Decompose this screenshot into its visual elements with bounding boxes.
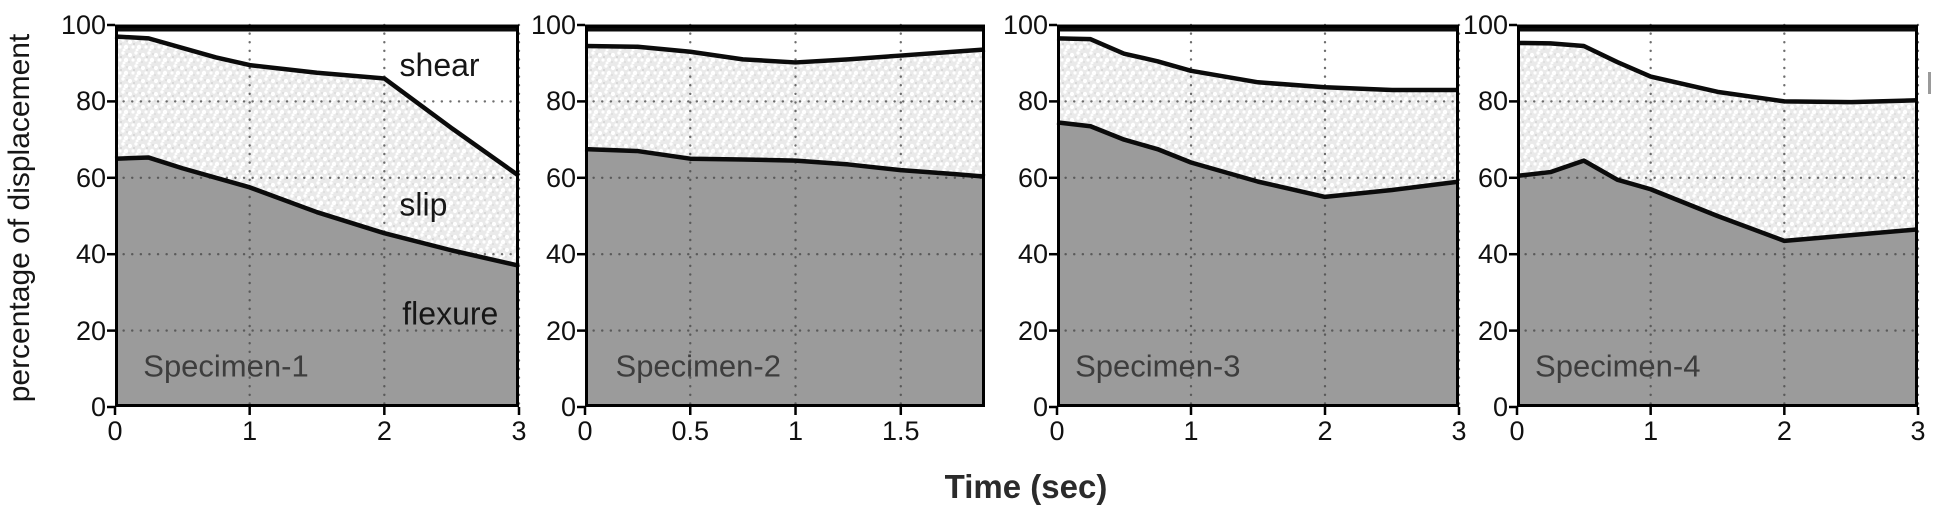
panel-specimen-1: shear slip flexure Specimen-1 0 20 40 60 80 100 0 1… bbox=[61, 12, 527, 446]
slip-boundary-line bbox=[584, 43, 986, 65]
slip-boundary-line bbox=[1516, 40, 1919, 105]
tick-marks bbox=[107, 23, 521, 415]
y-tick-label: 60 bbox=[545, 162, 576, 193]
x-axis-label: Time (sec) bbox=[944, 468, 1108, 505]
slip-area bbox=[585, 46, 985, 177]
y-tick-label: 40 bbox=[1017, 239, 1048, 270]
region-label-slip: slip bbox=[399, 187, 447, 223]
panel-title: Specimen-1 bbox=[143, 348, 308, 383]
x-tick-label: 1 bbox=[788, 416, 804, 446]
y-tick-label: 20 bbox=[1017, 315, 1048, 346]
slip-area bbox=[1057, 38, 1459, 197]
tick-marks bbox=[577, 23, 903, 415]
y-tick-label: 60 bbox=[1477, 162, 1508, 193]
region-label-shear: shear bbox=[400, 47, 480, 83]
panel-title: Specimen-3 bbox=[1075, 348, 1240, 383]
slip-boundary-line bbox=[1056, 36, 1459, 93]
x-tick-label: 0 bbox=[107, 416, 123, 446]
panel-specimen-2: Specimen-2 0 20 40 60 80 100 0 0.5 1 1.5 bbox=[531, 12, 987, 445]
y-tick-label: 100 bbox=[60, 10, 106, 40]
scan-artifact-mark bbox=[1928, 72, 1931, 94]
slip-boundary-line bbox=[114, 34, 521, 178]
tick-marks bbox=[1509, 23, 1920, 415]
flexure-boundary-line bbox=[584, 146, 986, 179]
flexure-boundary-line bbox=[114, 155, 520, 268]
x-tick-label: 0 bbox=[1049, 416, 1065, 446]
x-tick-label: 3 bbox=[1451, 416, 1467, 446]
x-tick-label: 0.5 bbox=[671, 416, 710, 446]
panel-title: Specimen-2 bbox=[616, 348, 781, 383]
y-axis-label: percentage of displacement bbox=[3, 33, 36, 403]
slip-area bbox=[1517, 42, 1918, 241]
stacked-area-chart: Specimen-2 bbox=[577, 23, 987, 415]
y-tick-label: 80 bbox=[1017, 86, 1048, 117]
y-tick-label: 40 bbox=[75, 239, 106, 270]
x-tick-label: 1 bbox=[1183, 416, 1199, 446]
y-tick-label: 60 bbox=[1017, 162, 1048, 193]
flexure-area bbox=[585, 149, 985, 407]
y-tick-label: 80 bbox=[545, 86, 576, 117]
x-tick-label: 1 bbox=[1643, 416, 1659, 446]
x-tick-label: 2 bbox=[1317, 416, 1333, 446]
y-tick-label: 40 bbox=[1477, 239, 1508, 270]
x-tick-label: 0 bbox=[577, 416, 593, 446]
y-tick-label: 100 bbox=[530, 10, 576, 40]
stacked-area-chart: Specimen-4 bbox=[1509, 23, 1920, 415]
axes-frame bbox=[1517, 25, 1918, 407]
y-tick-label: 0 bbox=[1032, 392, 1048, 422]
y-tick-label: 0 bbox=[1492, 392, 1508, 422]
y-tick-label: 100 bbox=[1002, 10, 1048, 40]
axes-frame bbox=[115, 25, 519, 407]
panel-specimen-4: Specimen-4 0 20 40 60 80 100 0 1 2 3 bbox=[1463, 12, 1926, 446]
flexure-area bbox=[115, 157, 519, 407]
slip-area bbox=[115, 36, 519, 266]
x-tick-label: 2 bbox=[376, 416, 392, 446]
y-tick-label: 20 bbox=[75, 315, 106, 346]
axes-frame bbox=[1057, 25, 1459, 407]
x-tick-label: 0 bbox=[1509, 416, 1525, 446]
grid-lines bbox=[583, 23, 987, 409]
flexure-boundary-line bbox=[1056, 120, 1460, 200]
tick-marks bbox=[1049, 23, 1461, 415]
y-tick-label: 0 bbox=[560, 392, 576, 422]
flexure-boundary-line bbox=[1516, 158, 1919, 244]
y-tick-label: 100 bbox=[1462, 10, 1508, 40]
x-tick-label: 2 bbox=[1776, 416, 1792, 446]
x-tick-label: 3 bbox=[1910, 416, 1926, 446]
stacked-area-chart: Specimen-3 bbox=[1049, 23, 1461, 415]
region-label-flexure: flexure bbox=[402, 295, 498, 331]
x-tick-label: 1.5 bbox=[882, 416, 920, 446]
x-tick-label: 1 bbox=[242, 416, 258, 446]
y-tick-label: 80 bbox=[75, 86, 106, 117]
y-tick-label: 60 bbox=[75, 162, 106, 193]
y-tick-label: 0 bbox=[90, 392, 106, 422]
panel-title: Specimen-4 bbox=[1535, 348, 1700, 383]
axes-frame bbox=[585, 25, 985, 407]
x-tick-label: 3 bbox=[511, 416, 527, 446]
y-tick-label: 40 bbox=[545, 239, 576, 270]
flexure-area bbox=[1517, 160, 1918, 407]
y-tick-label: 20 bbox=[545, 315, 576, 346]
panel-specimen-3: Specimen-3 0 20 40 60 80 100 0 1 2 3 bbox=[1003, 12, 1467, 446]
y-tick-label: 80 bbox=[1477, 86, 1508, 117]
y-tick-label: 20 bbox=[1477, 315, 1508, 346]
stacked-area-chart: shear slip flexure Specimen-1 bbox=[107, 23, 521, 415]
